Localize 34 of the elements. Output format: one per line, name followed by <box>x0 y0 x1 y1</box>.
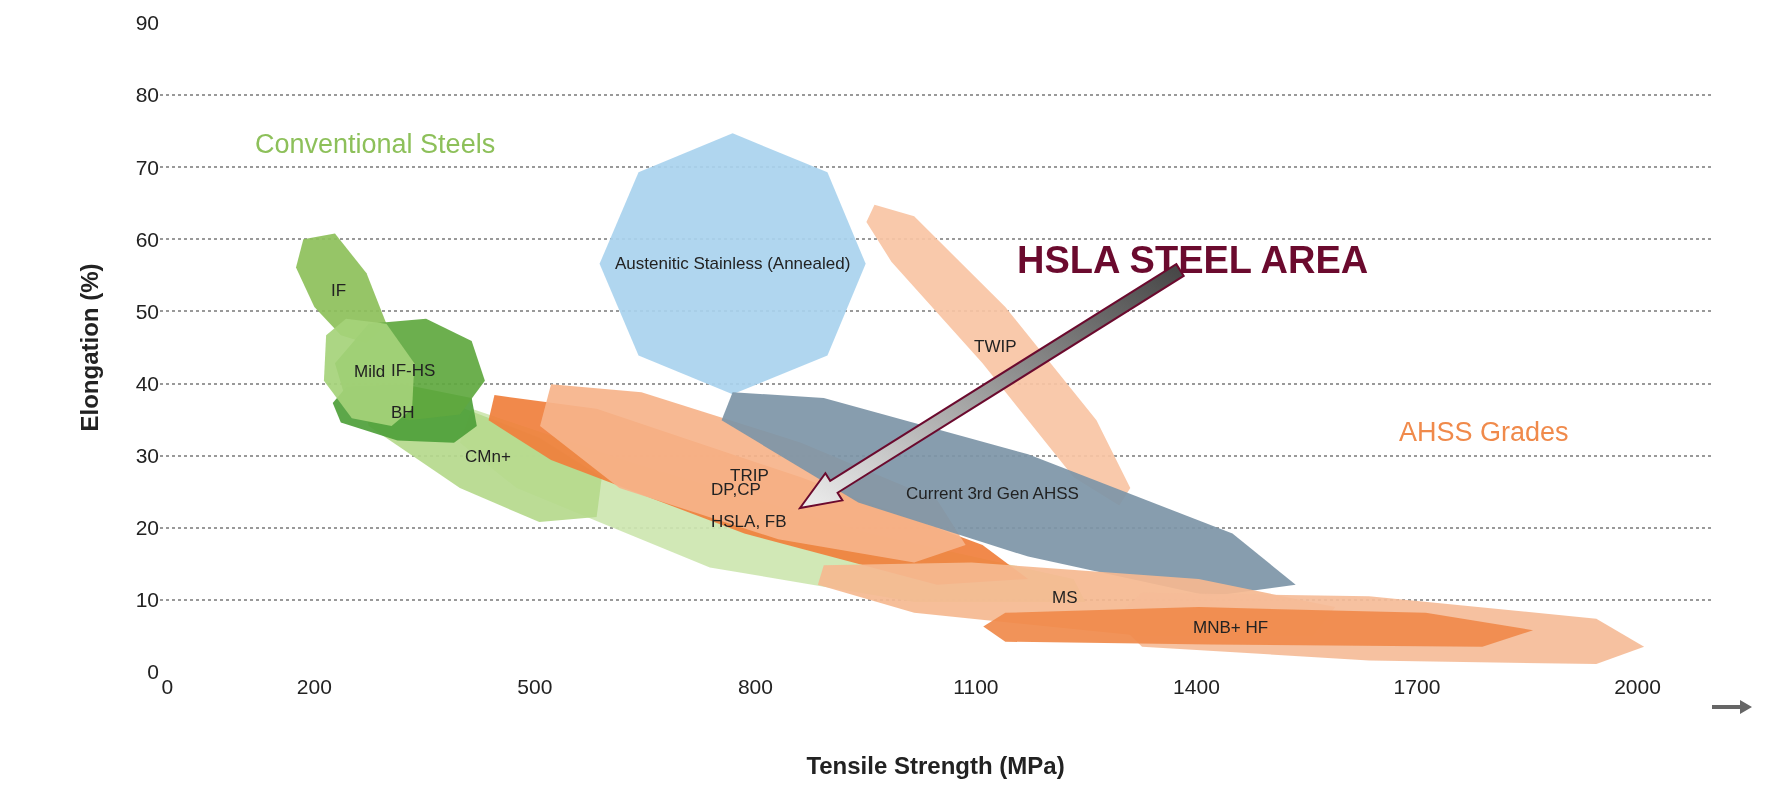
x-tick-label: 200 <box>296 675 332 698</box>
series-label: IF-HS <box>391 361 436 380</box>
y-axis-title: Elongation (%) <box>75 263 103 432</box>
x-tick-label: 1700 <box>1393 675 1441 698</box>
y-tick-label: 20 <box>135 516 159 540</box>
series-label: MNB+ HF <box>1193 618 1269 637</box>
y-tick-label: 10 <box>135 588 159 612</box>
series-label: BH <box>391 403 415 422</box>
series-label: HSLA, FB <box>711 512 787 531</box>
annotation: HSLA STEEL AREA <box>1017 239 1369 281</box>
series-label: Mild <box>354 362 386 381</box>
series-label: MS <box>1052 588 1078 607</box>
y-tick-label: 80 <box>135 83 159 107</box>
y-tick-label: 60 <box>135 227 159 251</box>
x-tick-label: 500 <box>517 675 553 698</box>
annotation: Conventional Steels <box>255 129 496 159</box>
series-label: Current 3rd Gen AHSS <box>906 484 1079 503</box>
series-label: Austenitic Stainless (Annealed) <box>615 254 851 273</box>
y-tick-label: 70 <box>135 155 159 179</box>
x-tick-label: 1100 <box>953 675 999 698</box>
x-tick-label: 1400 <box>1173 675 1220 698</box>
x-tick-label: 800 <box>737 675 773 698</box>
series-label: DP,CP <box>711 480 761 499</box>
annotation: AHSS Grades <box>1399 417 1569 447</box>
y-tick-label: 50 <box>135 299 159 323</box>
x-tick-label: 0 <box>161 675 174 698</box>
series-label: IF <box>331 281 347 300</box>
y-tick-label: 30 <box>135 444 159 468</box>
series-label: TWIP <box>974 337 1017 356</box>
x-axis-title: Tensile Strength (MPa) <box>806 752 1065 780</box>
series-label: CMn+ <box>465 447 511 466</box>
y-tick-label: 90 <box>135 11 159 35</box>
y-tick-label: 40 <box>135 371 159 395</box>
x-tick-label: 2000 <box>1614 675 1661 698</box>
